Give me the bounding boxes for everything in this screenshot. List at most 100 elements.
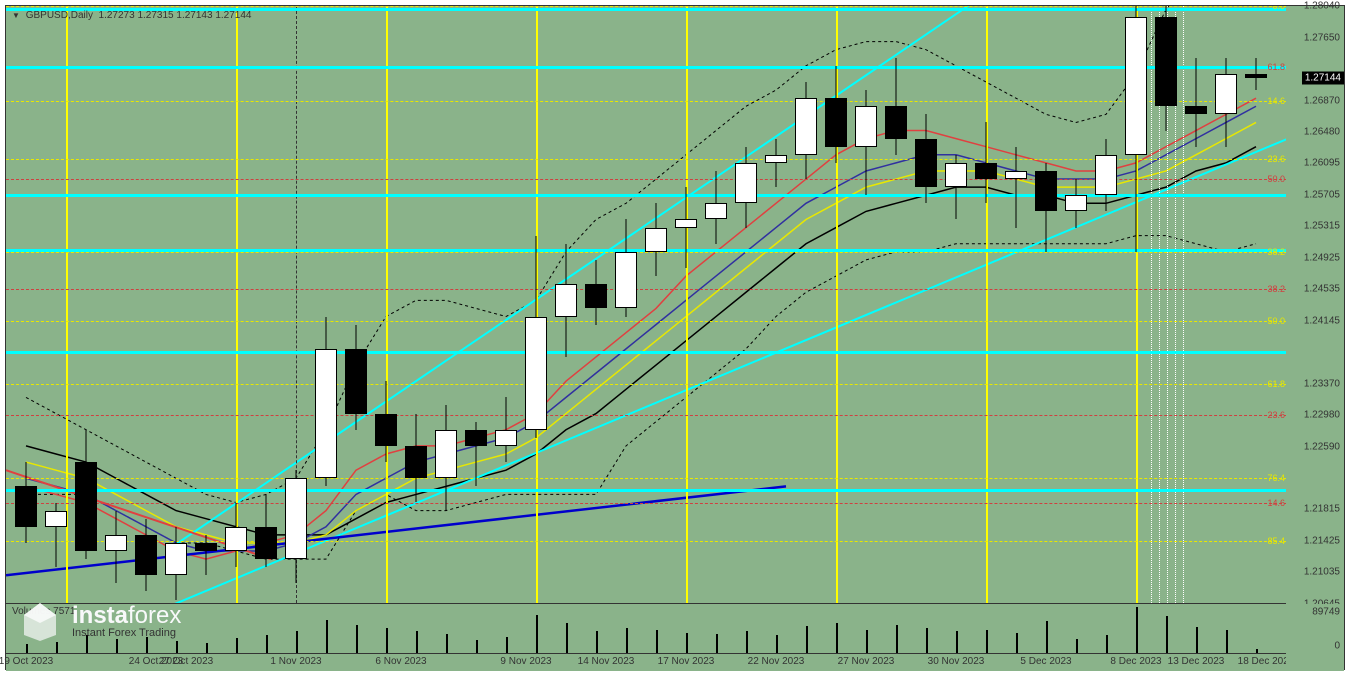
chart-container: ▼ GBPUSD,Daily 1.27273 1.27315 1.27143 1… [5, 5, 1345, 670]
fib-label-red: 23.6 [1267, 410, 1285, 420]
volume-bar [806, 626, 808, 653]
y-axis-tick: 1.27650 [1304, 32, 1340, 43]
volume-bar [1016, 633, 1018, 654]
x-axis-label: 30 Nov 2023 [928, 656, 985, 667]
volume-bar [686, 633, 688, 654]
y-axis: 1.280401.276501.268701.264801.260951.257… [1286, 6, 1344, 604]
volume-bar [956, 631, 958, 653]
y-axis-tick: 1.24145 [1304, 315, 1340, 326]
y-axis-tick: 1.25315 [1304, 221, 1340, 232]
current-price-tag: 1.27144 [1302, 72, 1344, 85]
volume-bar [1166, 616, 1168, 653]
instaforex-logo-icon [16, 597, 64, 645]
fib-label-red: 38.2 [1267, 284, 1285, 294]
volume-bar [26, 644, 28, 653]
chart-svg [6, 6, 1288, 604]
symbol-label: GBPUSD [26, 10, 68, 21]
volume-bar [716, 634, 718, 653]
x-axis-label: 17 Nov 2023 [658, 656, 715, 667]
volume-bar [1076, 639, 1078, 653]
x-axis-right-corner [1286, 654, 1344, 671]
x-axis-label: 1 Nov 2023 [270, 656, 321, 667]
volume-bar [746, 631, 748, 653]
fib-line-yellow [6, 478, 1287, 479]
y-axis-tick: 1.28040 [1304, 1, 1340, 12]
volume-bar [1136, 607, 1138, 653]
volume-axis: 89749 0 [1286, 604, 1344, 654]
vline-dotted-white [1183, 6, 1184, 603]
fib-line-yellow [6, 321, 1287, 322]
y-axis-tick: 1.25705 [1304, 189, 1340, 200]
fib-label-yellow: 50.0 [1267, 316, 1285, 326]
fib-line-red [6, 415, 1287, 416]
y-axis-tick: 1.26480 [1304, 127, 1340, 138]
volume-bar [356, 625, 358, 653]
fib-label-yellow: 0.0 [1272, 6, 1285, 11]
low-value: 1.27143 [176, 10, 212, 21]
y-axis-tick: 1.21035 [1304, 567, 1340, 578]
volume-bar [326, 620, 328, 653]
x-axis-label: 27 Oct 2023 [159, 656, 213, 667]
x-axis-label: 8 Dec 2023 [1110, 656, 1161, 667]
volume-bar [386, 628, 388, 653]
fib-line-red [6, 503, 1287, 504]
volume-bar [266, 635, 268, 653]
fib-line-red [6, 289, 1287, 290]
volume-bar [776, 635, 778, 653]
fib-label-red: 61.8 [1267, 62, 1285, 72]
vline-dotted-white [1151, 6, 1152, 603]
cyan-level-line [6, 351, 1287, 354]
volume-bar [896, 625, 898, 653]
x-axis-label: 13 Dec 2023 [1168, 656, 1225, 667]
y-axis-tick: 1.22590 [1304, 441, 1340, 452]
volume-bar [1226, 630, 1228, 653]
x-axis-label: 5 Dec 2023 [1020, 656, 1071, 667]
y-axis-tick: 1.24925 [1304, 252, 1340, 263]
x-axis-label: 19 Oct 2023 [0, 656, 53, 667]
fib-label-yellow: 76.4 [1267, 473, 1285, 483]
x-axis-label: 9 Nov 2023 [500, 656, 551, 667]
fib-line-yellow [6, 541, 1287, 542]
cyan-level-line [6, 489, 1287, 492]
watermark-tagline: Instant Forex Trading [72, 628, 181, 639]
y-axis-tick: 1.23370 [1304, 378, 1340, 389]
y-axis-tick: 1.26870 [1304, 95, 1340, 106]
volume-bar [506, 637, 508, 653]
y-axis-tick: 1.21425 [1304, 535, 1340, 546]
volume-bar [596, 631, 598, 653]
fib-label-yellow: 14.6 [1267, 96, 1285, 106]
main-chart-area[interactable]: ▼ GBPUSD,Daily 1.27273 1.27315 1.27143 1… [6, 6, 1288, 604]
fib-label-yellow: 23.6 [1267, 154, 1285, 164]
volume-bar [1106, 635, 1108, 653]
volume-bar [416, 631, 418, 653]
watermark: instaforex Instant Forex Trading [16, 597, 181, 645]
vline-yellow [986, 6, 988, 603]
volume-max-tick: 89749 [1312, 607, 1340, 618]
volume-bar [626, 628, 628, 653]
volume-bar [446, 634, 448, 653]
y-axis-tick: 1.22980 [1304, 410, 1340, 421]
volume-bar [836, 623, 838, 653]
fib-label-red: 14.6 [1267, 498, 1285, 508]
close-value: 1.27144 [215, 10, 251, 21]
volume-panel[interactable]: Volumes 7571 [6, 604, 1288, 654]
volume-bar [536, 615, 538, 653]
volume-bar [296, 631, 298, 653]
vline-yellow [386, 6, 388, 603]
volume-bar [986, 630, 988, 653]
watermark-brand: instaforex [72, 604, 181, 628]
fib-label-yellow: 61.8 [1267, 379, 1285, 389]
x-axis: 19 Oct 202324 Oct 202327 Oct 20231 Nov 2… [6, 654, 1288, 671]
volume-bar [926, 628, 928, 653]
x-axis-label: 6 Nov 2023 [375, 656, 426, 667]
volume-bar [566, 623, 568, 653]
cyan-level-line [6, 66, 1287, 69]
volume-bar [866, 630, 868, 653]
volume-bar [206, 643, 208, 653]
timeframe-label: Daily [71, 10, 93, 21]
volume-bar [236, 638, 238, 653]
volume-bar [476, 640, 478, 653]
volume-bar [1256, 649, 1258, 653]
volume-bar [1196, 627, 1198, 653]
fib-label-yellow: 85.4 [1267, 536, 1285, 546]
